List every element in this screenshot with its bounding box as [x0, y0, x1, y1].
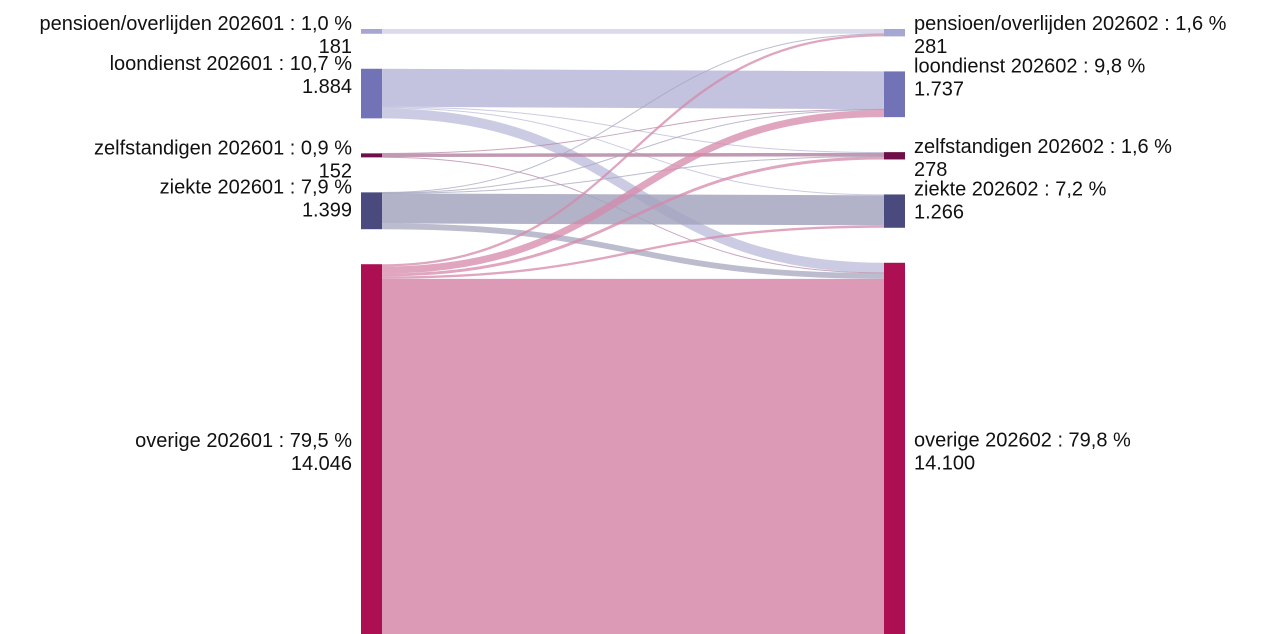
right-node-loondienst: [884, 71, 905, 118]
right-count-overige: 14.100: [914, 452, 975, 474]
right-label-pensioen: pensioen/overlijden 202602 : 1,6 %: [914, 13, 1227, 35]
left-count-ziekte: 1.399: [302, 199, 352, 221]
right-label-ziekte: ziekte 202602 : 7,2 %: [914, 178, 1107, 200]
node-bars: [361, 29, 905, 634]
flow-links: [381, 29, 885, 634]
left-label-overige: overige 202601 : 79,5 %: [135, 430, 352, 452]
right-count-ziekte: 1.266: [914, 201, 964, 223]
left-label-pensioen: pensioen/overlijden 202601 : 1,0 %: [40, 13, 353, 35]
right-node-zelfstandigen: [884, 152, 905, 160]
flow-zelfstandigen-to-loondienst: [381, 108, 885, 154]
right-count-pensioen: 281: [914, 36, 947, 58]
right-label-zelfstandigen: zelfstandigen 202602 : 1,6 %: [914, 136, 1172, 158]
flow-zelfstandigen-to-zelfstandigen: [381, 152, 885, 158]
flow-loondienst-to-loondienst: [381, 68, 885, 110]
flow-ziekte-to-pensioen: [381, 33, 885, 194]
left-node-loondienst: [361, 68, 382, 119]
left-node-pensioen: [361, 29, 382, 34]
flow-overige-to-pensioen: [381, 34, 885, 267]
right-node-pensioen: [884, 29, 905, 37]
left-node-ziekte: [361, 192, 382, 230]
left-node-overige: [361, 264, 382, 634]
flow-overige-to-zelfstandigen: [381, 156, 885, 277]
right-label-overige: overige 202602 : 79,8 %: [914, 429, 1131, 451]
left-label-zelfstandigen: zelfstandigen 202601 : 0,9 %: [94, 137, 352, 159]
right-label-loondienst: loondienst 202602 : 9,8 %: [914, 55, 1146, 77]
right-node-ziekte: [884, 194, 905, 228]
left-count-zelfstandigen: 152: [319, 160, 352, 182]
right-count-loondienst: 1.737: [914, 78, 964, 100]
flow-ziekte-to-zelfstandigen: [381, 155, 885, 194]
left-node-zelfstandigen: [361, 153, 382, 158]
right-node-overige: [884, 262, 905, 634]
flow-loondienst-to-zelfstandigen: [381, 106, 885, 153]
right-count-zelfstandigen: 278: [914, 159, 947, 181]
flow-ziekte-to-ziekte: [381, 193, 885, 226]
flow-overige-to-loondienst: [381, 110, 885, 274]
left-count-pensioen: 181: [319, 36, 352, 58]
flow-overige-to-ziekte: [381, 225, 885, 279]
left-count-overige: 14.046: [291, 453, 352, 475]
left-label-ziekte: ziekte 202601 : 7,9 %: [160, 176, 353, 198]
left-count-loondienst: 1.884: [302, 76, 352, 98]
node-labels: pensioen/overlijden 202601 : 1,0 %181loo…: [40, 13, 1227, 475]
left-label-loondienst: loondienst 202601 : 10,7 %: [110, 53, 353, 75]
